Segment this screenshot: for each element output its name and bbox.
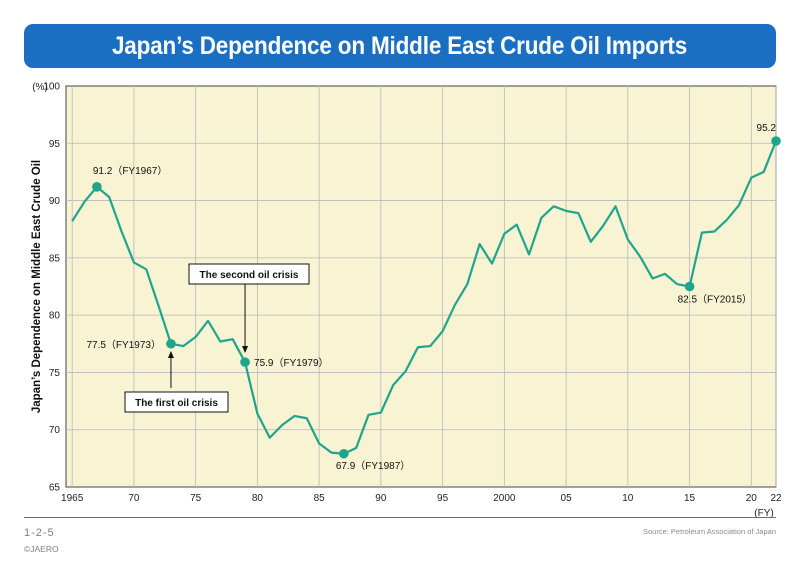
source-note: Source: Petroleum Association of Japan (643, 527, 776, 536)
data-label: 82.5（FY2015） (678, 294, 753, 306)
data-point-marker (92, 182, 102, 192)
data-label: 91.2（FY1967） (93, 165, 168, 177)
plot-area (65, 85, 777, 488)
annotated-points: 91.2（FY1967） 77.5（FY1973） 75.9（FY1979） 67.9… (86, 123, 781, 472)
x-tick-label: 95 (437, 493, 449, 504)
y-tick-label: 90 (49, 196, 61, 207)
footer-divider (24, 517, 776, 518)
title-banner: Japan’s Dependence on Middle East Crude … (24, 24, 776, 68)
y-tick-label: 75 (49, 368, 61, 379)
x-tick-label: 85 (314, 493, 326, 504)
line-chart: 65 70 75 80 85 90 95 100 1965 70 75 80 85 90 95 2000 05… (31, 82, 782, 520)
x-tick-label: 90 (375, 493, 387, 504)
x-unit-label: (FY) (754, 508, 773, 519)
x-axis-ticks: 1965 70 75 80 85 90 95 2000 05 10 15 20 22 (61, 493, 782, 504)
y-tick-label: 80 (49, 311, 61, 322)
y-axis-ticks: 65 70 75 80 85 90 95 100 (43, 82, 60, 494)
data-label: 75.9（FY1979） (254, 357, 328, 369)
x-tick-label: 70 (128, 493, 140, 504)
copyright-text: ©JAERO (24, 544, 59, 554)
data-point-marker (166, 338, 176, 349)
data-label: 77.5（FY1973） (86, 339, 161, 351)
x-tick-label: 80 (252, 493, 264, 504)
data-point-marker (684, 281, 695, 292)
y-tick-label: 100 (43, 82, 60, 93)
x-tick-label: 1965 (61, 493, 84, 504)
data-point-marker (339, 448, 349, 459)
dependence-series-line (71, 140, 778, 455)
oil-crisis-callouts: The first oil crisis The second oil crisi… (124, 263, 310, 413)
x-tick-label: 20 (746, 493, 758, 504)
x-tick-label: 75 (190, 493, 202, 504)
y-axis-title: Japan’s Dependence on Middle East Crude … (31, 160, 43, 413)
second-crisis-box (188, 263, 310, 285)
x-tick-label: 10 (622, 493, 634, 504)
data-label: 67.9（FY1987） (336, 460, 411, 472)
data-point-marker (240, 357, 250, 367)
chart-title: Japan’s Dependence on Middle East Crude … (112, 31, 688, 60)
x-tick-label: 05 (561, 493, 573, 504)
x-tick-label: 2000 (493, 493, 516, 504)
y-tick-label: 85 (49, 253, 61, 264)
y-tick-label: 65 (49, 483, 61, 494)
y-tick-label: 70 (49, 425, 61, 436)
x-tick-label: 22 (770, 493, 782, 504)
second-crisis-label: The second oil crisis (200, 270, 299, 281)
gridlines (66, 86, 777, 487)
first-crisis-box (124, 391, 229, 413)
data-label: 95.2 (757, 123, 777, 134)
y-unit-label: (%) (32, 82, 48, 93)
figure-number: 1-2-5 (24, 527, 55, 539)
first-crisis-label: The first oil crisis (135, 398, 218, 409)
data-point-marker (771, 136, 781, 146)
y-tick-label: 95 (49, 139, 61, 150)
x-tick-label: 15 (684, 493, 696, 504)
